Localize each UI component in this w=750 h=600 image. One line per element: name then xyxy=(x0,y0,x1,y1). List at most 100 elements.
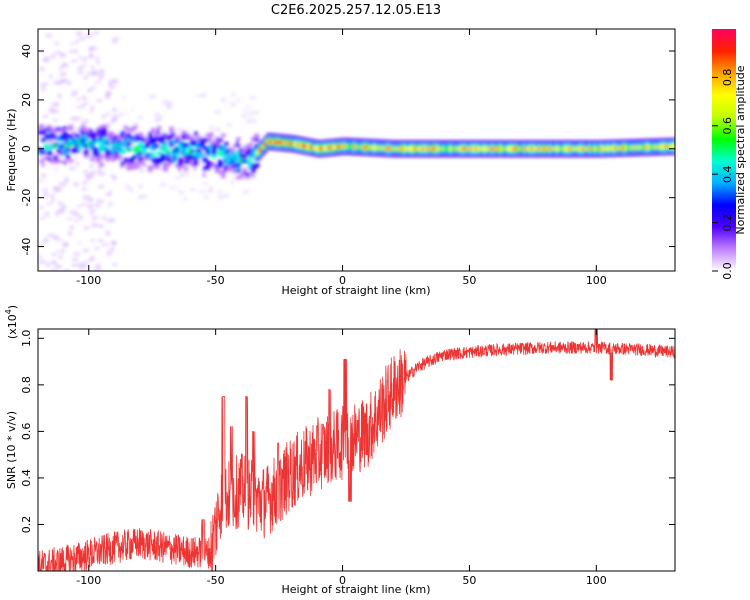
noise-cell xyxy=(82,181,88,185)
noise-cell xyxy=(90,65,95,70)
noise-cell xyxy=(101,243,109,246)
spectrogram-band-core xyxy=(416,146,421,151)
spectrogram-band-core xyxy=(469,146,474,151)
noise-cell xyxy=(52,235,60,241)
spectrogram-cell xyxy=(80,125,86,130)
spectrogram-cell xyxy=(65,126,71,131)
noise-cell xyxy=(76,67,83,70)
spectrogram-cell xyxy=(211,143,217,148)
spectrogram-cell xyxy=(248,165,254,170)
noise-cell xyxy=(112,114,119,117)
noise-cell xyxy=(42,114,49,119)
spectrogram-cell xyxy=(178,140,184,145)
y-tick-label: 0 xyxy=(20,145,33,152)
noise-cell xyxy=(65,179,70,183)
spectrogram-band-core xyxy=(263,141,268,147)
spectrogram-cell xyxy=(162,155,168,160)
spectrogram-cell xyxy=(214,132,220,137)
noise-cell xyxy=(43,238,48,243)
spectrogram-cell xyxy=(147,124,153,129)
spectrogram-cell xyxy=(193,151,199,156)
spectrogram-band-core xyxy=(385,146,390,151)
noise-cell xyxy=(78,149,85,154)
noise-cell xyxy=(89,171,93,174)
spectrogram-cell xyxy=(153,132,159,137)
spectrogram-cell xyxy=(120,141,126,146)
noise-cell xyxy=(235,98,241,102)
spectrogram-cell xyxy=(77,145,83,150)
noise-cell xyxy=(46,262,51,268)
noise-cell xyxy=(191,188,196,192)
spectrogram-cell xyxy=(53,126,59,131)
noise-cell xyxy=(55,264,62,269)
noise-cell xyxy=(58,66,63,71)
spectrogram-band-core xyxy=(296,142,301,148)
spectrogram-band-core xyxy=(626,145,631,151)
spectrogram-cell xyxy=(156,129,162,134)
noise-cell xyxy=(87,88,93,93)
spectrogram-cell xyxy=(217,149,223,154)
spectrogram-cell xyxy=(214,135,220,140)
spectrogram-cell xyxy=(135,129,141,134)
spectrogram-cell xyxy=(126,166,132,171)
noise-cell xyxy=(225,123,233,127)
noise-cell xyxy=(82,248,89,252)
spectrogram-frame xyxy=(37,28,676,272)
spectrogram-cell xyxy=(62,147,68,152)
spectrogram-cell xyxy=(114,146,120,151)
spectrogram-cell xyxy=(235,150,241,155)
noise-cell xyxy=(106,251,112,257)
noise-cell xyxy=(222,177,226,180)
spectrogram-cell xyxy=(123,125,129,130)
colorbar: 0.0 0.2 0.4 0.6 0.8 Normalized spectral ampl… xyxy=(712,29,747,280)
spectrogram-band-core xyxy=(304,144,309,149)
spectrogram-cell xyxy=(80,138,86,143)
spectrogram-cell xyxy=(208,174,214,179)
spectrogram-cell xyxy=(235,166,241,171)
spectrogram-band-core xyxy=(494,146,499,151)
spectrogram-cell xyxy=(108,155,114,160)
spectrogram-cell xyxy=(254,172,260,177)
spectrogram-cell xyxy=(181,133,187,138)
spectrogram-cell xyxy=(184,159,190,164)
spectrogram-cell xyxy=(126,147,132,152)
spectrogram-band-core xyxy=(357,144,362,150)
spectrogram-band-core xyxy=(438,146,443,151)
spectrogram-cell xyxy=(68,162,74,167)
spectrogram-cell xyxy=(214,168,220,173)
noise-cell xyxy=(156,115,163,120)
spectrogram-band-core xyxy=(550,146,555,151)
spectrogram-cell xyxy=(162,133,168,138)
spectrogram-cell xyxy=(205,152,211,157)
spectrogram-band-core xyxy=(258,147,263,152)
spectrogram-band-core xyxy=(502,146,507,151)
spectrogram-cell xyxy=(178,162,184,167)
spectrogram-cell xyxy=(193,131,199,136)
spectrogram-cell xyxy=(248,150,254,155)
spectrogram-cell xyxy=(153,144,159,149)
spectrogram-band-core xyxy=(355,144,360,150)
spectrogram-cell xyxy=(171,139,177,144)
spectrogram-band-core xyxy=(286,141,291,146)
noise-cell xyxy=(92,155,99,160)
spectrogram-band-core xyxy=(484,146,489,151)
noise-cell xyxy=(46,142,52,146)
spectrogram-cell xyxy=(117,136,123,141)
colorbar-tick-label: 0.6 xyxy=(721,117,734,135)
spectrogram-cell xyxy=(156,165,162,170)
spectrogram-cell xyxy=(238,158,244,163)
spectrogram-band-core xyxy=(517,146,522,151)
noise-cell xyxy=(83,264,88,268)
noise-cell xyxy=(58,254,63,260)
spectrogram-cell xyxy=(187,159,193,164)
spectrogram-cell xyxy=(117,154,123,159)
spectrogram-cell xyxy=(150,142,156,147)
spectrogram-cell xyxy=(153,157,159,162)
spectrogram-cell xyxy=(47,124,53,129)
spectrogram-cell xyxy=(141,159,147,164)
spectrogram-cell xyxy=(38,124,43,129)
noise-cell xyxy=(94,266,102,271)
spectrogram-band-core xyxy=(312,145,317,150)
spectrogram-cell xyxy=(187,128,193,133)
spectrogram-band-core xyxy=(362,145,367,150)
